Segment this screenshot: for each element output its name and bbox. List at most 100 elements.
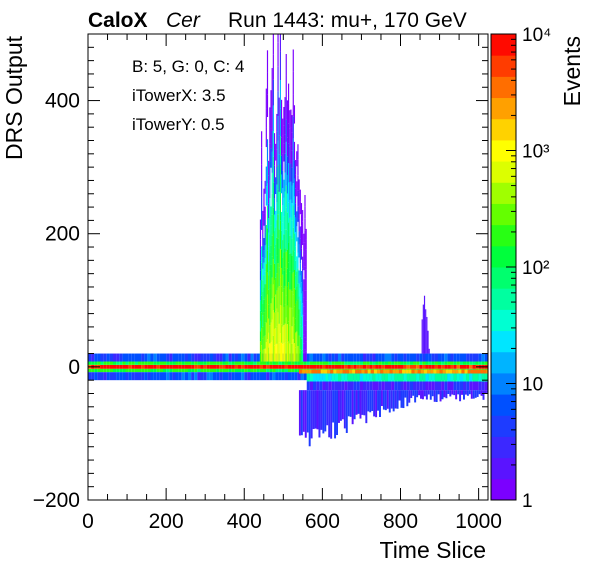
pulse-cell — [296, 286, 298, 302]
band-cell — [109, 368, 113, 373]
band-cell — [138, 361, 142, 365]
band-cell — [225, 361, 229, 365]
band-cell — [417, 369, 421, 374]
band-cell — [178, 364, 182, 369]
pulse-cell — [269, 143, 271, 162]
band-cell — [244, 361, 248, 365]
band-cell — [113, 361, 117, 365]
pulse-cell — [304, 325, 306, 338]
pulse-cell — [279, 192, 281, 221]
band-cell — [469, 361, 473, 365]
band-cell — [138, 368, 142, 373]
spike-cell — [425, 309, 427, 354]
band-cell — [434, 373, 438, 382]
pulse-cell — [266, 183, 269, 206]
color-bar-segment — [491, 203, 516, 226]
pulse-cell — [271, 277, 273, 299]
band-cell — [414, 369, 418, 374]
pulse-cell — [276, 290, 278, 309]
pulse-cell — [305, 300, 307, 311]
undershoot-cell — [386, 390, 389, 409]
band-cell — [325, 361, 329, 365]
pulse-cell — [277, 312, 279, 337]
band-cell — [428, 381, 432, 391]
band-cell — [213, 368, 217, 373]
pulse-cell — [292, 183, 294, 206]
pulse-cell — [269, 343, 271, 362]
band-cell — [434, 364, 438, 369]
pulse-cell — [259, 331, 262, 342]
pulse-cell — [261, 246, 263, 263]
pulse-cell — [262, 245, 264, 258]
undershoot-cell — [480, 390, 483, 396]
color-bar-segment — [491, 182, 516, 204]
band-cell — [309, 361, 313, 365]
band-cell — [444, 373, 448, 382]
band-cell — [347, 381, 351, 391]
band-cell — [253, 372, 257, 381]
band-cell — [169, 364, 173, 369]
band-cell — [222, 368, 226, 373]
pulse-cell — [304, 349, 306, 362]
band-cell — [313, 381, 317, 391]
pulse-cell — [276, 343, 278, 362]
band-cell — [433, 369, 437, 374]
pulse-cell — [261, 262, 263, 280]
undershoot-cell — [443, 390, 446, 398]
band-cell — [288, 364, 292, 369]
z-tick-label: 1 — [522, 491, 533, 512]
band-cell — [344, 353, 348, 362]
band-cell — [97, 361, 101, 365]
band-cell — [306, 381, 310, 391]
color-bar-segment — [491, 118, 516, 141]
pulse-cell — [272, 259, 274, 285]
band-cell — [169, 353, 173, 362]
band-cell — [141, 364, 145, 369]
pulse-cell — [277, 165, 279, 190]
pulse-cell — [304, 290, 306, 303]
band-cell — [156, 361, 160, 365]
band-cell — [94, 372, 98, 381]
band-cell — [364, 369, 368, 374]
band-cell — [175, 364, 179, 369]
band-cell — [463, 373, 467, 382]
spike-cell — [426, 316, 428, 354]
pulse-cell — [300, 327, 303, 339]
pulse-cell — [261, 345, 263, 362]
band-cell — [353, 373, 357, 382]
undershoot-cell — [361, 390, 364, 415]
spike-cell — [422, 304, 424, 354]
pulse-cell — [263, 312, 265, 325]
band-cell — [481, 381, 485, 391]
band-cell — [181, 364, 185, 369]
band-cell — [363, 361, 367, 365]
band-cell — [428, 361, 432, 365]
pulse-cell — [278, 210, 280, 230]
pulse-cell — [279, 220, 281, 249]
undershoot-cell — [341, 390, 344, 420]
band-cell — [266, 361, 270, 365]
band-cell — [247, 364, 251, 369]
pulse-cell — [269, 216, 271, 235]
band-cell — [394, 364, 398, 369]
pulse-cell — [299, 275, 301, 288]
pulse-cell — [268, 347, 270, 362]
pulse-cell — [293, 141, 296, 161]
pulse-cell — [305, 320, 307, 331]
band-cell — [191, 368, 195, 373]
pulse-cell — [261, 295, 263, 313]
undershoot-cell — [447, 390, 450, 394]
band-cell — [103, 353, 107, 362]
band-cell — [153, 368, 157, 373]
pulse-cell — [269, 198, 271, 217]
pulse-cell — [277, 115, 279, 141]
pulse-cell — [273, 133, 276, 150]
pulse-cell — [284, 172, 286, 192]
pulse-cell — [291, 150, 293, 168]
band-cell — [131, 353, 135, 362]
pulse-cell — [303, 233, 305, 243]
x-axis: 0 200 400 600 800 1000 — [82, 34, 502, 533]
undershoot-cell — [412, 390, 415, 396]
pulse-cell — [290, 199, 292, 218]
band-cell — [359, 353, 363, 362]
